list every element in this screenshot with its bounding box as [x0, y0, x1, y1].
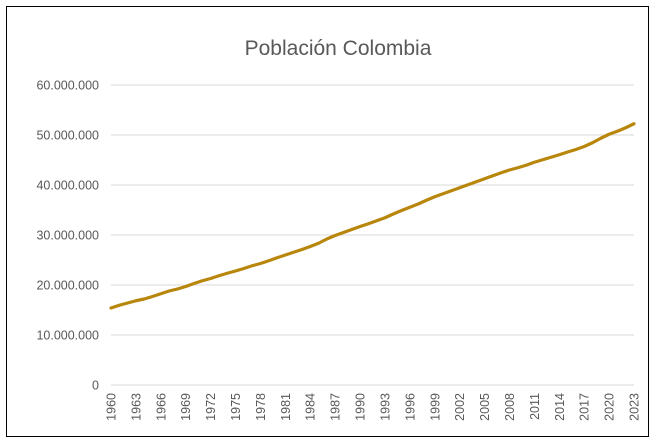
y-tick-label: 50.000.000 [36, 129, 99, 143]
x-tick-label: 2005 [478, 393, 492, 421]
x-tick-label: 1963 [129, 393, 143, 421]
x-tick-label: 1960 [105, 393, 119, 421]
line-chart: Población Colombia 0 10.000.000 20.000.000… [36, 37, 642, 421]
y-tick-label: 60.000.000 [36, 79, 99, 93]
x-tick-label: 2017 [578, 393, 592, 421]
gridlines [111, 84, 634, 386]
x-tick-label: 1978 [254, 393, 268, 421]
x-tick-label: 2011 [528, 393, 542, 420]
x-tick-label: 1981 [279, 393, 293, 421]
x-tick-label: 1999 [428, 393, 442, 421]
x-tick-label: 1972 [204, 393, 218, 421]
x-tick-label: 1984 [304, 393, 318, 421]
chart-title: Población Colombia [245, 37, 432, 60]
chart-frame: Población Colombia 0 10.000.000 20.000.000… [6, 6, 649, 437]
x-tick-label: 2023 [628, 393, 642, 421]
y-tick-label: 40.000.000 [36, 179, 99, 193]
x-tick-label: 2020 [603, 393, 617, 421]
y-tick-label: 30.000.000 [36, 229, 99, 243]
x-tick-label: 2002 [453, 393, 467, 421]
y-tick-label: 10.000.000 [36, 329, 99, 343]
x-tick-label: 1969 [179, 393, 193, 421]
x-tick-label: 2014 [553, 393, 567, 421]
y-tick-label: 20.000.000 [36, 279, 99, 293]
x-tick-label: 1966 [154, 393, 168, 421]
y-axis-tick-labels: 0 10.000.000 20.000.000 30.000.000 40.000.00… [36, 79, 99, 393]
x-axis-tick-labels: 1960 1963 1966 1969 1972 1975 1978 1981 1984 1987… [105, 393, 642, 421]
x-tick-label: 1990 [354, 393, 368, 421]
population-series-line [109, 122, 636, 310]
x-tick-label: 1996 [403, 393, 417, 421]
x-tick-label: 1987 [329, 393, 343, 421]
y-tick-label: 0 [92, 379, 99, 393]
x-tick-label: 1993 [378, 393, 392, 421]
x-tick-label: 1975 [229, 393, 243, 421]
x-tick-label: 2008 [503, 393, 517, 421]
